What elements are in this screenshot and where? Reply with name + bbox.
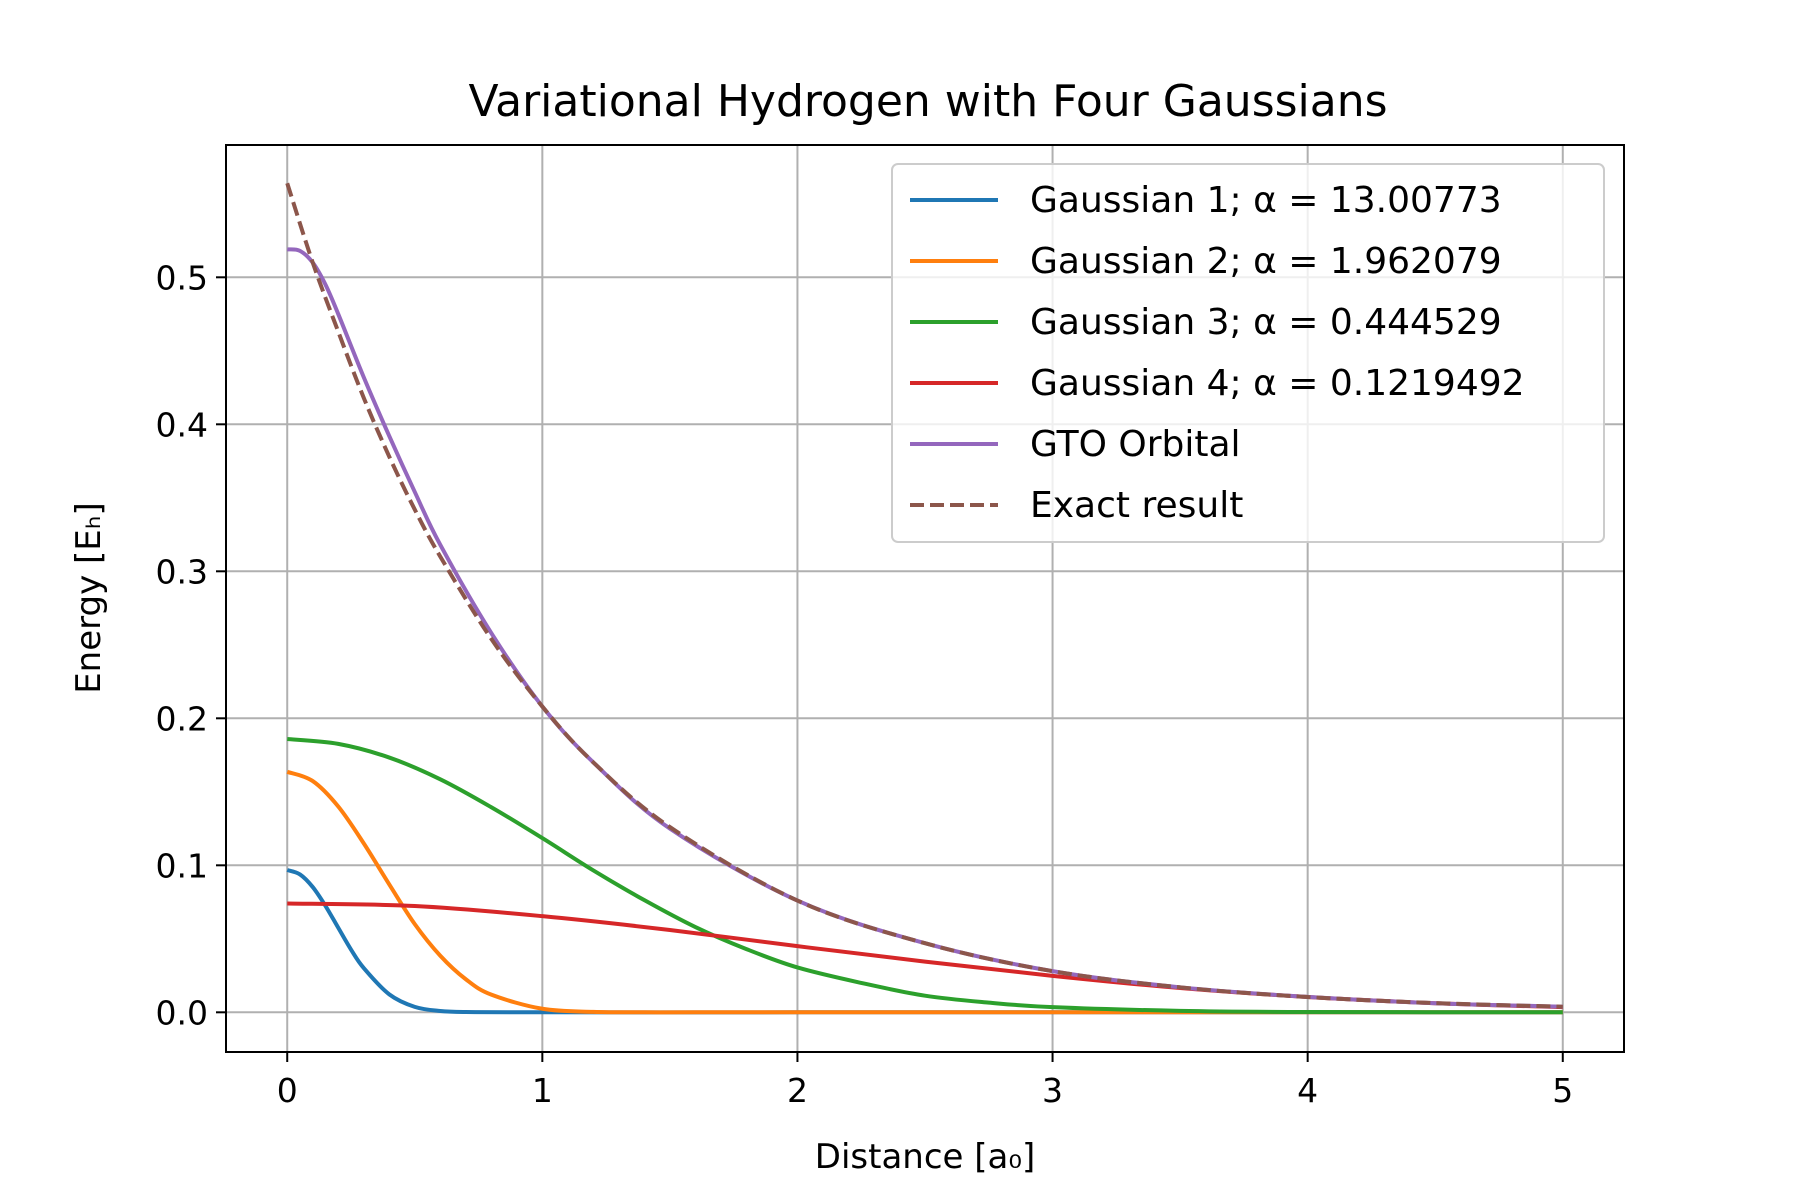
tick-layer: 0 1 2 3 4 5 0.0 0.1 0.2 0.3 0.4 0.5 (156, 258, 1574, 1110)
series-line-6 (285, 182, 1563, 1009)
y-tick-label: 0.1 (156, 846, 208, 885)
series-line-3 (287, 737, 1563, 1015)
legend-label-6: Exact result (1030, 485, 1243, 526)
y-tick-label: 0.3 (156, 552, 208, 591)
legend-label-1: Gaussian 1; α = 13.00773 (1030, 180, 1502, 221)
x-tick-label: 2 (787, 1071, 808, 1110)
y-tick-label: 0.5 (156, 258, 208, 297)
x-axis-label: Distance [a₀] (815, 1137, 1035, 1177)
y-tick-label: 0.4 (156, 405, 208, 444)
y-tick-label: 0.2 (156, 699, 208, 738)
legend-label-4: Gaussian 4; α = 0.1219492 (1030, 363, 1525, 404)
legend-label-2: Gaussian 2; α = 1.962079 (1030, 241, 1502, 282)
plot-frame (225, 144, 1625, 1053)
legend: Gaussian 1; α = 13.00773 Gaussian 2; α = … (891, 163, 1605, 543)
legend-box (891, 163, 1605, 543)
series-layer (285, 182, 1563, 1015)
legend-label-5: GTO Orbital (1030, 424, 1241, 465)
legend-items: Gaussian 1; α = 13.00773 Gaussian 2; α = … (910, 180, 1525, 526)
series-line-2 (286, 769, 1563, 1015)
x-tick-label: 0 (277, 1071, 298, 1110)
x-tick-label: 3 (1042, 1071, 1063, 1110)
chart-title: Variational Hydrogen with Four Gaussians (468, 76, 1387, 127)
series-line-4 (287, 901, 1563, 1010)
x-tick-label: 4 (1297, 1071, 1318, 1110)
y-tick-label: 0.0 (156, 993, 208, 1032)
y-axis-label: Energy [Eₕ] (69, 502, 109, 694)
x-tick-label: 1 (532, 1071, 553, 1110)
legend-label-3: Gaussian 3; α = 0.444529 (1030, 302, 1502, 343)
x-tick-label: 5 (1552, 1071, 1573, 1110)
